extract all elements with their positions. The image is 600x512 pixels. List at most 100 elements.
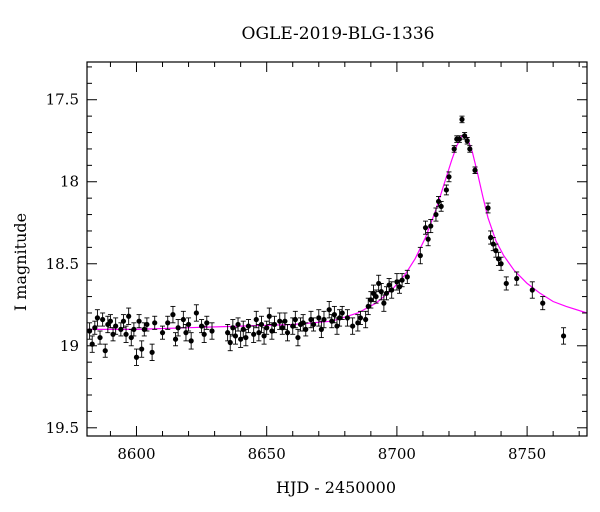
data-point	[443, 184, 449, 196]
point-marker	[144, 321, 150, 328]
data-point	[230, 319, 236, 337]
data-point	[396, 279, 403, 294]
data-point	[170, 305, 176, 324]
y-tick-labels: 17.5 18 18.5 19 19.5	[46, 91, 79, 437]
point-marker	[459, 116, 465, 123]
point-marker	[201, 331, 207, 337]
point-marker	[180, 316, 186, 323]
data-point	[188, 332, 194, 350]
x-tick-label: 8750	[508, 445, 546, 463]
data-point	[383, 286, 390, 301]
data-point	[97, 330, 103, 345]
data-point	[503, 276, 509, 291]
point-marker	[284, 330, 291, 336]
data-point	[266, 307, 272, 325]
data-point	[251, 325, 257, 343]
point-marker	[485, 205, 491, 211]
point-marker	[503, 280, 509, 287]
point-marker	[271, 321, 278, 328]
point-marker	[113, 323, 119, 329]
point-marker	[256, 330, 262, 336]
point-marker	[185, 321, 192, 328]
point-marker	[428, 223, 434, 229]
point-marker	[438, 203, 444, 209]
point-marker	[133, 354, 140, 360]
data-point	[451, 145, 457, 153]
data-point	[282, 312, 288, 330]
point-marker	[123, 331, 129, 337]
data-point	[498, 256, 504, 271]
point-marker	[404, 274, 410, 280]
point-marker	[357, 315, 364, 321]
point-marker	[498, 261, 504, 267]
point-marker	[399, 277, 405, 283]
point-marker	[253, 316, 259, 323]
point-marker	[188, 338, 194, 344]
point-marker	[198, 323, 205, 329]
point-marker	[227, 339, 233, 346]
data-point	[284, 324, 291, 342]
data-point	[180, 310, 186, 329]
data-point	[472, 166, 478, 174]
point-marker	[456, 136, 462, 142]
point-marker	[131, 326, 137, 332]
data-point	[201, 325, 207, 343]
point-marker	[243, 334, 249, 341]
data-point	[159, 325, 166, 340]
point-marker	[417, 252, 423, 259]
point-marker	[230, 325, 236, 331]
point-marker	[435, 198, 442, 205]
point-marker	[514, 275, 520, 282]
data-point	[136, 314, 142, 329]
data-point	[540, 296, 546, 311]
point-marker	[152, 320, 158, 326]
point-marker	[300, 320, 306, 326]
point-marker	[560, 333, 567, 339]
point-marker	[339, 310, 345, 316]
data-point	[185, 317, 192, 332]
point-marker	[107, 318, 114, 324]
point-marker	[170, 312, 176, 318]
data-point	[386, 278, 392, 293]
x-tick-label: 8600	[117, 445, 155, 463]
data-point	[279, 320, 285, 335]
point-marker	[136, 318, 142, 324]
point-marker	[209, 328, 215, 334]
point-marker	[149, 349, 155, 355]
point-marker	[376, 280, 382, 287]
point-marker	[331, 312, 337, 318]
data-point	[258, 315, 265, 334]
point-marker	[303, 326, 309, 332]
data-point	[277, 312, 283, 330]
point-marker	[350, 323, 356, 329]
point-marker	[443, 187, 449, 193]
point-marker	[529, 287, 535, 293]
data-point	[100, 312, 106, 327]
data-point	[316, 309, 322, 327]
point-marker	[344, 315, 351, 321]
data-point	[113, 317, 119, 335]
data-point	[339, 305, 345, 320]
point-marker	[232, 333, 239, 339]
point-marker	[472, 167, 478, 173]
data-point	[459, 115, 465, 124]
data-point	[235, 317, 241, 332]
point-marker	[386, 282, 392, 288]
point-marker	[240, 326, 246, 332]
x-axis-label: HJD - 2450000	[276, 478, 396, 497]
data-point	[118, 322, 124, 337]
data-point	[514, 271, 520, 286]
data-point	[331, 305, 337, 324]
data-point	[102, 343, 108, 358]
data-point	[172, 332, 179, 347]
y-tick-label: 17.5	[46, 91, 79, 109]
point-marker	[264, 325, 270, 331]
point-marker	[97, 334, 103, 341]
data-point	[94, 309, 101, 327]
point-marker	[363, 316, 369, 323]
data-point	[321, 310, 327, 329]
point-marker	[277, 318, 283, 324]
data-point	[428, 219, 434, 234]
data-point	[152, 315, 158, 330]
y-tick-label: 18.5	[46, 255, 79, 273]
